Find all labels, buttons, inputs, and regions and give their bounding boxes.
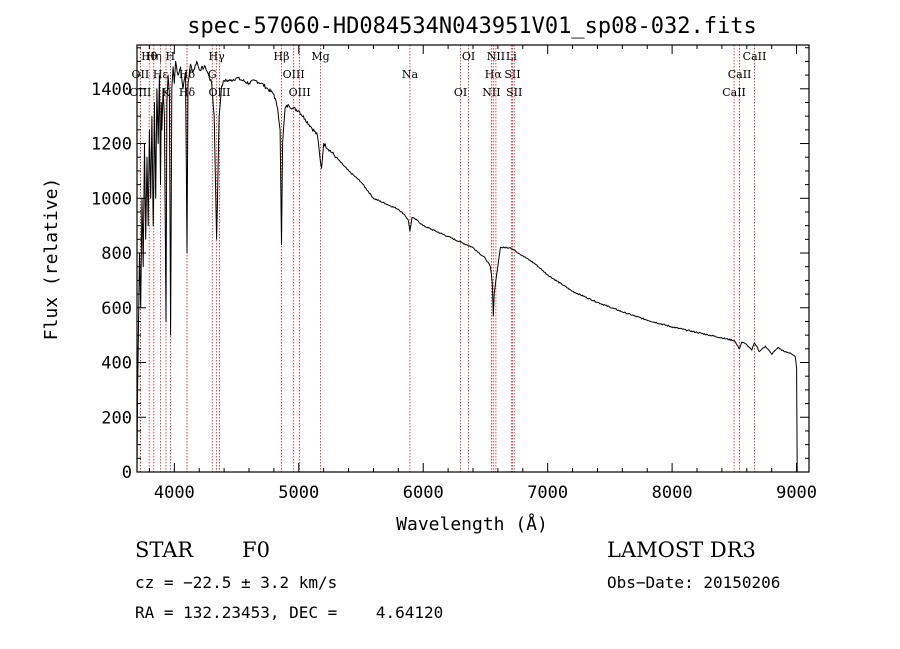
emission-line-label: Hδ [179, 68, 196, 81]
emission-line-label: K [162, 86, 171, 99]
chart-title: spec-57060-HD084534N043951V01_sp08-032.f… [187, 14, 757, 39]
emission-line-label: OII [132, 68, 150, 81]
emission-line-label: H [166, 50, 176, 63]
emission-line-label: Hβ [274, 50, 290, 63]
redshift-velocity: cz = −22.5 ± 3.2 km/s [135, 573, 338, 592]
emission-line-label: G [208, 68, 217, 81]
x-tick-label: 7000 [527, 483, 568, 503]
plot-area [136, 60, 798, 473]
emission-line-label: Hθ [141, 50, 158, 63]
x-tick-label: 6000 [403, 483, 444, 503]
plot-frame [136, 44, 810, 473]
emission-line-label: OIII [289, 86, 311, 99]
emission-line-label: NII [487, 50, 505, 63]
y-tick-label: 600 [101, 299, 132, 319]
y-tick-label: 800 [101, 244, 132, 264]
emission-line-label: OI [462, 50, 475, 63]
observation-date: Obs−Date: 20150206 [607, 573, 781, 592]
x-tick-label: 9000 [776, 483, 817, 503]
x-tick-label: 8000 [652, 483, 693, 503]
object-subclass: F0 [242, 538, 270, 562]
x-axis-label: Wavelength (Å) [396, 513, 548, 535]
y-tick-label: 1200 [91, 135, 132, 155]
emission-line-label: Na [402, 68, 419, 81]
emission-line-label: SII [506, 86, 522, 99]
emission-line-label: CaII [743, 50, 767, 63]
emission-line-label: SII [504, 68, 520, 81]
y-tick-label: 400 [101, 354, 132, 374]
emission-lines: HθOIIOIIIHηHεKHHδHδHγGOIIIHβOIIIOIIIMgNa… [129, 45, 766, 472]
survey-name: LAMOST DR3 [607, 538, 756, 562]
emission-line-label: OIII [208, 86, 230, 99]
emission-line-label: CaII [728, 68, 752, 81]
coordinates: RA = 132.23453, DEC = 4.64120 [135, 603, 444, 622]
emission-line-label: CaII [722, 86, 746, 99]
y-tick-label: 0 [122, 463, 132, 483]
y-tick-label: 1000 [91, 189, 132, 209]
emission-line-label: NII [482, 86, 500, 99]
emission-line-label: Hη [146, 50, 162, 63]
emission-line-label: Hγ [209, 50, 226, 63]
object-class: STAR [135, 538, 194, 562]
emission-line-label: Mg [311, 50, 329, 63]
y-tick-label: 1400 [91, 80, 132, 100]
emission-line-label: Hε [153, 68, 169, 81]
emission-line-label: Hδ [179, 86, 196, 99]
emission-line-label: OI [454, 86, 467, 99]
x-tick-label: 5000 [278, 483, 319, 503]
emission-line-label: Li [506, 50, 517, 63]
emission-line-label: OIII [283, 68, 305, 81]
emission-line-label: OIII [129, 86, 151, 99]
y-axis-label: Flux (relative) [41, 178, 62, 341]
x-tick-label: 4000 [154, 483, 195, 503]
y-tick-label: 200 [101, 408, 132, 428]
spectrum-trace [136, 60, 798, 473]
emission-line-label: Hα [485, 68, 503, 81]
axes: 4000 5000 6000 7000 8000 9000 0 200 400 600 800 100… [91, 45, 817, 503]
